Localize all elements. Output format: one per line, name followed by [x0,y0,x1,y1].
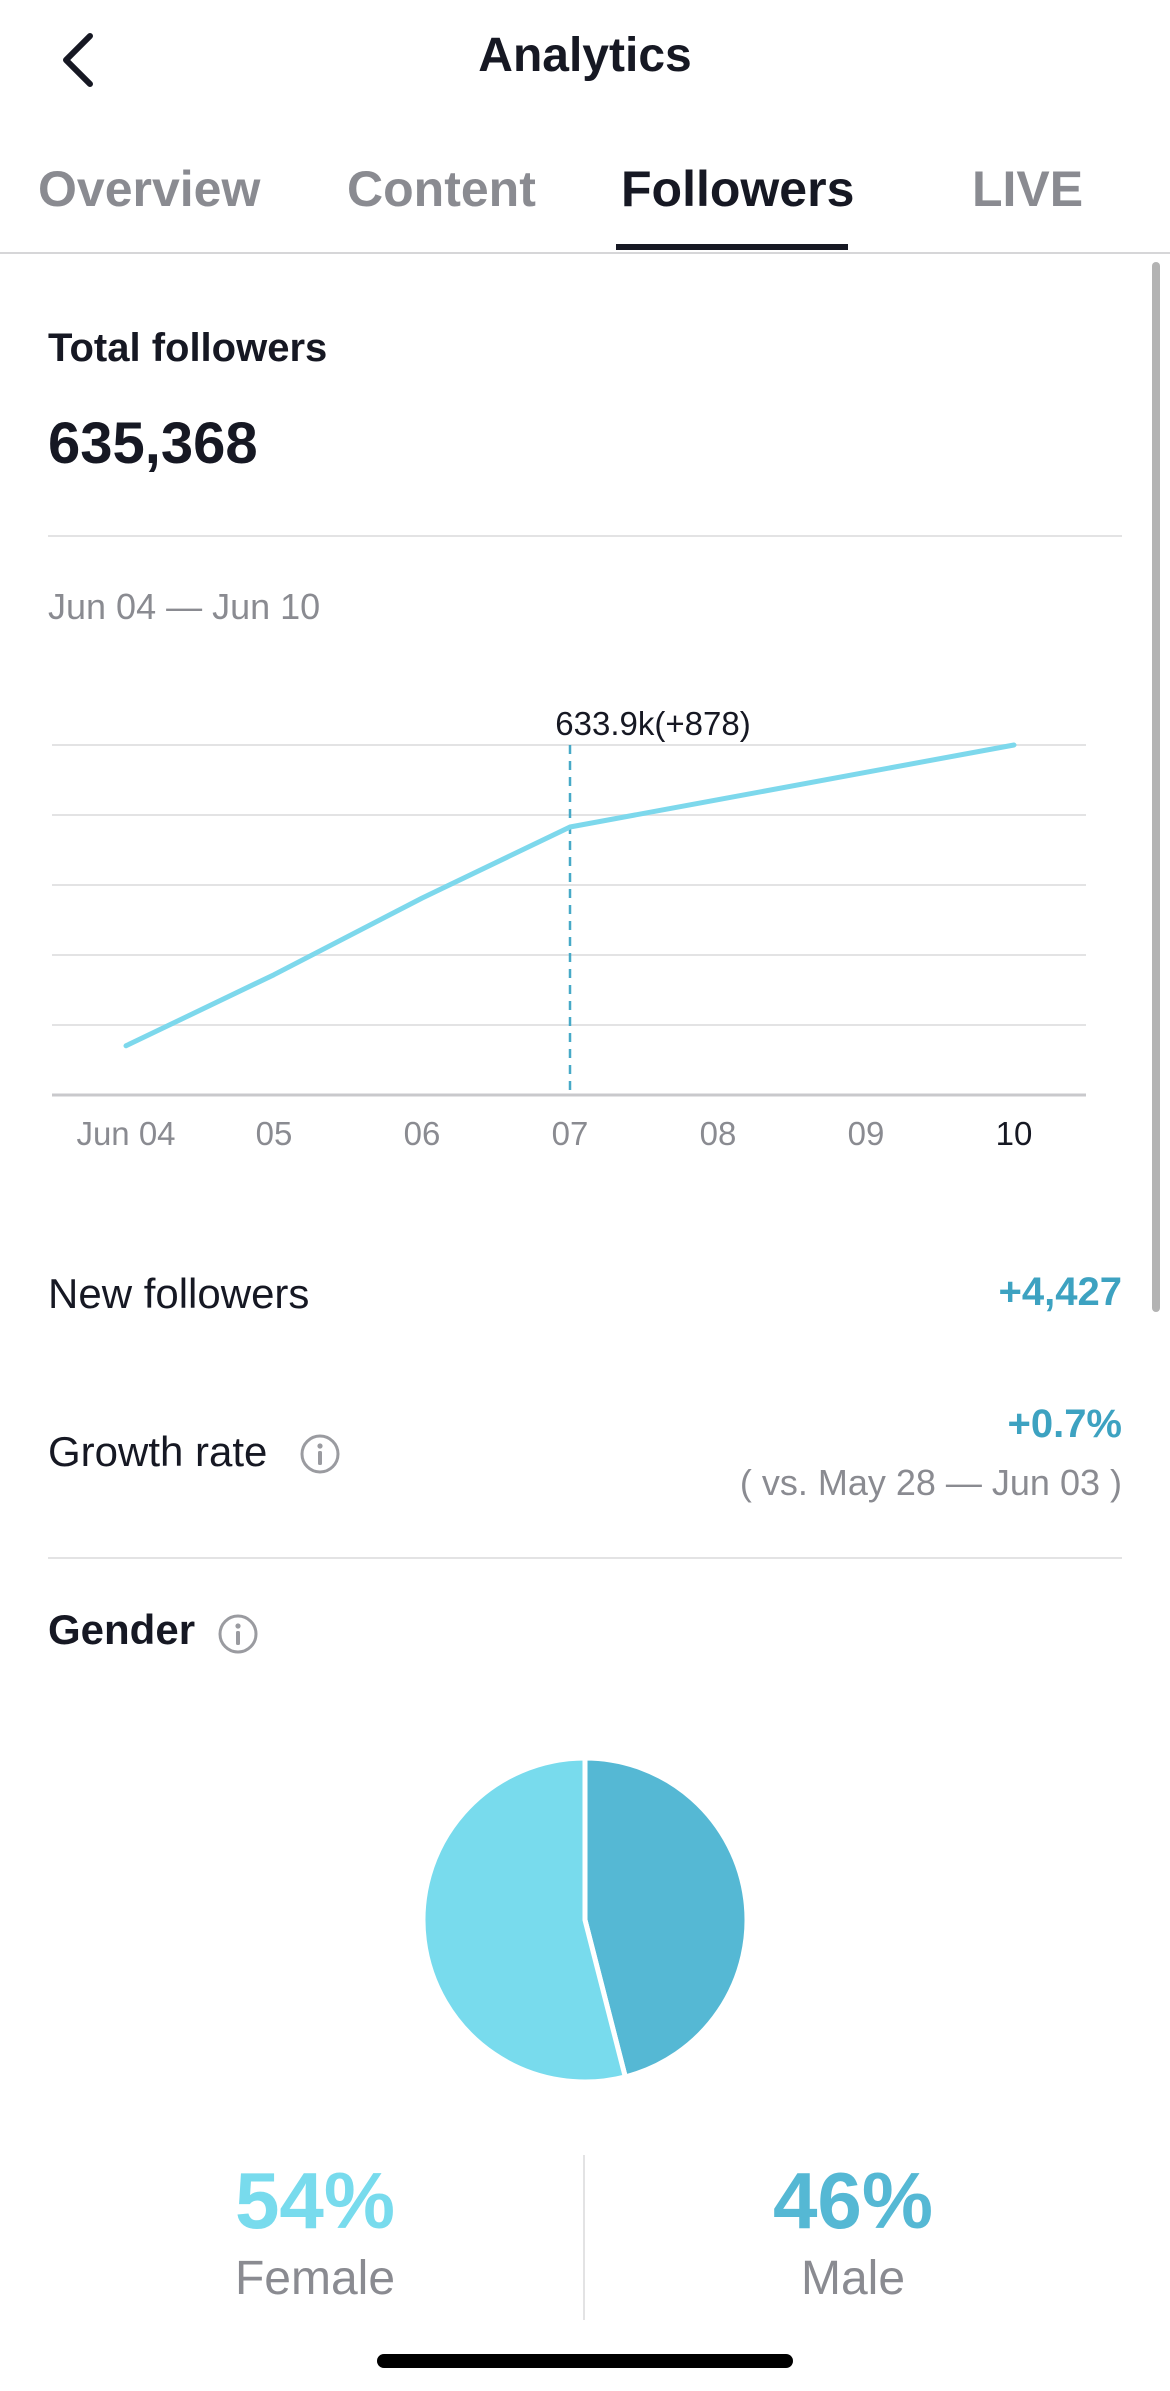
x-tick-label: 09 [848,1115,885,1152]
page-title: Analytics [478,29,692,82]
info-icon[interactable] [298,1432,342,1476]
divider [48,535,1122,537]
new-followers-value: +4,427 [998,1270,1122,1314]
new-followers-label: New followers [48,1270,310,1317]
info-circle-icon [300,1434,340,1474]
date-range: Jun 04 — Jun 10 [48,586,321,627]
tab-followers[interactable]: Followers [621,161,855,217]
tab-bar: Overview Content Followers LIVE [0,140,1170,254]
followers-line-chart[interactable]: 633.9k(+878) Jun 04 05 06 07 08 09 10 [0,680,1170,1180]
male-percentage: 46% [772,2156,934,2245]
total-followers-value: 635,368 [48,411,258,476]
info-circle-icon [218,1614,258,1654]
chevron-left-icon [63,33,93,87]
male-label: Male [800,2252,906,2305]
growth-rate-label: Growth rate [48,1428,268,1475]
pie-slice-male [582,1755,750,2080]
male-stat: 46% Male [653,2155,1053,2306]
female-stat: 54% Female [115,2155,515,2306]
tab-live[interactable]: LIVE [972,161,1084,217]
pie-canvas [420,1755,750,2085]
female-label: Female [234,2252,396,2305]
x-tick-label: 05 [256,1115,293,1152]
scrollbar[interactable] [1152,262,1160,1312]
x-tick-label: 07 [552,1115,589,1152]
back-button[interactable] [40,20,120,100]
x-tick-label: Jun 04 [76,1115,175,1152]
gender-title: Gender [48,1606,196,1653]
x-tick-label: 10 [996,1115,1033,1152]
active-tab-indicator [616,244,848,250]
chart-canvas: 633.9k(+878) Jun 04 05 06 07 08 09 10 [52,705,1086,1152]
divider [48,1557,1122,1559]
growth-rate-value: +0.7% [1007,1402,1122,1446]
pie-slice-female [420,1755,628,2085]
x-tick-label: 08 [700,1115,737,1152]
tab-overview[interactable]: Overview [38,161,261,217]
info-icon[interactable] [216,1612,260,1656]
home-indicator[interactable] [377,2354,793,2368]
female-percentage: 54% [234,2156,396,2245]
x-tick-label: 06 [404,1115,441,1152]
growth-rate-comparison: ( vs. May 28 — Jun 03 ) [739,1462,1122,1503]
total-followers-label: Total followers [48,326,328,370]
highlight-value-label: 633.9k(+878) [555,705,750,742]
gender-pie-chart [420,1755,750,2085]
tab-content[interactable]: Content [347,161,536,217]
header: Analytics [0,0,1170,115]
gender-divider [583,2155,585,2320]
